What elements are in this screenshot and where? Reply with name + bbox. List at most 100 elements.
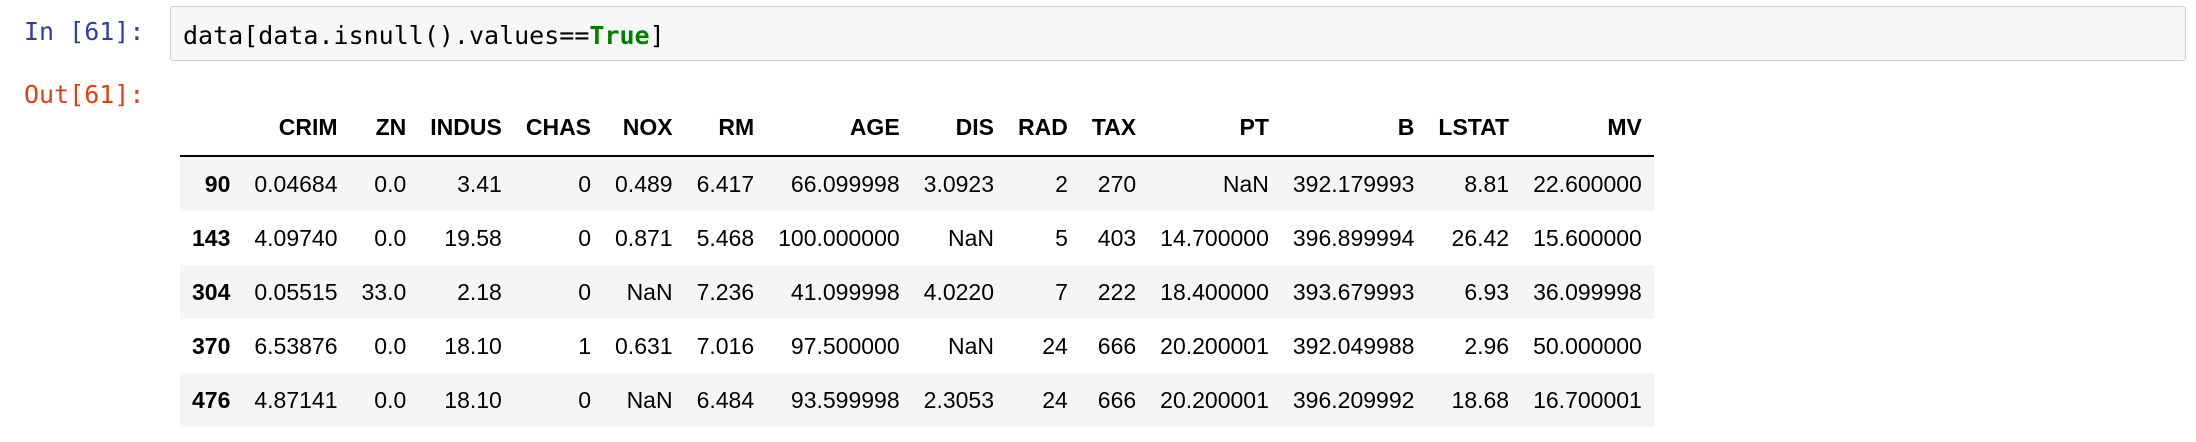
table-cell: 2 bbox=[1055, 170, 1068, 197]
table-cell: 396.209992 bbox=[1292, 386, 1415, 413]
table-cell: 2.18 bbox=[457, 278, 502, 305]
column-header: MV bbox=[1521, 100, 1654, 157]
table-cell: 0.0 bbox=[374, 332, 407, 359]
column-header: B bbox=[1280, 100, 1427, 157]
column-header: RAD bbox=[1006, 100, 1080, 157]
column-header: CHAS bbox=[513, 100, 604, 157]
table-row: 476 4.87141 0.0 18.10 0 NaN 6.484 93.599998 2.30… bbox=[180, 373, 1654, 427]
table-cell: 22.600000 bbox=[1533, 170, 1642, 197]
table-cell: NaN bbox=[1222, 170, 1269, 197]
code-keyword-true: True bbox=[589, 21, 650, 50]
table-cell: 1 bbox=[578, 332, 592, 359]
table-cell: 4.0220 bbox=[923, 278, 995, 305]
table-cell: 396.899994 bbox=[1292, 224, 1415, 251]
table-cell: 222 bbox=[1097, 278, 1137, 305]
table-cell: 36.099998 bbox=[1533, 278, 1642, 305]
table-cell: 66.099998 bbox=[790, 170, 900, 197]
table-cell: 50.000000 bbox=[1533, 332, 1642, 359]
table-cell: 18.68 bbox=[1451, 386, 1510, 413]
table-cell: 0.0 bbox=[374, 170, 407, 197]
table-cell: 392.049988 bbox=[1292, 332, 1415, 359]
table-cell: 33.0 bbox=[361, 278, 407, 305]
table-cell: 6.93 bbox=[1464, 278, 1510, 305]
column-header: PT bbox=[1148, 100, 1281, 157]
table-cell: 18.400000 bbox=[1160, 278, 1269, 305]
table-cell: 15.600000 bbox=[1533, 224, 1642, 251]
table-cell: 6.417 bbox=[696, 170, 755, 197]
table-cell: NaN bbox=[626, 278, 673, 305]
row-index: 304 bbox=[192, 278, 231, 305]
table-cell: NaN bbox=[948, 224, 995, 251]
table-cell: 3.0923 bbox=[923, 170, 995, 197]
output-area: CRIM ZN INDUS CHAS NOX RM AGE DIS RAD TAX PT B LSTAT… bbox=[180, 100, 1654, 427]
table-cell: 19.58 bbox=[444, 224, 502, 251]
table-body: 90 0.04684 0.0 3.41 0 0.489 6.417 66.099998 3.09… bbox=[180, 156, 1654, 427]
table-cell: 0.05515 bbox=[254, 278, 338, 305]
table-cell: 16.700001 bbox=[1533, 386, 1642, 413]
table-cell: 0 bbox=[578, 386, 592, 413]
column-header: CRIM bbox=[242, 100, 350, 157]
column-header: AGE bbox=[766, 100, 912, 157]
output-prompt: Out[61]: bbox=[24, 80, 145, 109]
input-prompt: In [61]: bbox=[24, 17, 145, 46]
table-cell: NaN bbox=[948, 332, 995, 359]
table-cell: 5.468 bbox=[696, 224, 755, 251]
table-cell: 8.81 bbox=[1464, 170, 1510, 197]
code-text: data[data.isnull().values== bbox=[183, 21, 590, 50]
table-cell: 6.53876 bbox=[254, 332, 338, 359]
row-index: 90 bbox=[204, 170, 231, 197]
table-cell: 0.0 bbox=[374, 386, 407, 413]
table-cell: 0 bbox=[578, 278, 592, 305]
table-cell: 7.236 bbox=[696, 278, 755, 305]
table-cell: 7.016 bbox=[696, 332, 755, 359]
column-header: ZN bbox=[349, 100, 419, 157]
header-row: CRIM ZN INDUS CHAS NOX RM AGE DIS RAD TAX PT B LSTAT… bbox=[180, 100, 1654, 157]
table-cell: 0.489 bbox=[615, 170, 673, 197]
table-cell: 14.700000 bbox=[1160, 224, 1269, 251]
table-row: 304 0.05515 33.0 2.18 0 NaN 7.236 41.099998 4.02… bbox=[180, 265, 1654, 319]
code-input-area[interactable]: data[data.isnull().values==True] bbox=[170, 6, 2186, 61]
table-cell: NaN bbox=[626, 386, 673, 413]
table-cell: 0 bbox=[578, 170, 592, 197]
table-row: 90 0.04684 0.0 3.41 0 0.489 6.417 66.099998 3.09… bbox=[180, 156, 1654, 211]
row-index: 370 bbox=[192, 332, 231, 359]
table-header: CRIM ZN INDUS CHAS NOX RM AGE DIS RAD TAX PT B LSTAT… bbox=[180, 100, 1654, 157]
table-cell: 403 bbox=[1097, 224, 1137, 251]
column-header: TAX bbox=[1079, 100, 1149, 157]
column-header: INDUS bbox=[418, 100, 514, 157]
table-cell: 18.10 bbox=[444, 332, 502, 359]
table-cell: 93.599998 bbox=[790, 386, 900, 413]
code-text-suffix: ] bbox=[649, 21, 665, 50]
table-cell: 0.0 bbox=[374, 224, 407, 251]
table-cell: 3.41 bbox=[457, 170, 502, 197]
table-cell: 100.000000 bbox=[778, 224, 900, 251]
table-cell: 392.179993 bbox=[1292, 170, 1415, 197]
table-cell: 2.96 bbox=[1464, 332, 1510, 359]
table-row: 143 4.09740 0.0 19.58 0 0.871 5.468 100.000000 N… bbox=[180, 211, 1654, 265]
table-cell: 24 bbox=[1042, 332, 1068, 359]
table-cell: 20.200001 bbox=[1160, 386, 1269, 413]
dataframe-table: CRIM ZN INDUS CHAS NOX RM AGE DIS RAD TAX PT B LSTAT… bbox=[180, 100, 1654, 427]
table-cell: 2.3053 bbox=[923, 386, 995, 413]
table-cell: 393.679993 bbox=[1292, 278, 1415, 305]
row-index: 143 bbox=[192, 224, 231, 251]
table-cell: 4.09740 bbox=[254, 224, 338, 251]
table-cell: 5 bbox=[1055, 224, 1068, 251]
table-cell: 0.04684 bbox=[254, 170, 338, 197]
table-cell: 18.10 bbox=[444, 386, 502, 413]
column-header: NOX bbox=[603, 100, 685, 157]
table-cell: 0.871 bbox=[615, 224, 673, 251]
table-cell: 24 bbox=[1042, 386, 1068, 413]
table-cell: 270 bbox=[1097, 170, 1137, 197]
column-header: RM bbox=[684, 100, 767, 157]
table-cell: 41.099998 bbox=[790, 278, 900, 305]
table-cell: 4.87141 bbox=[254, 386, 338, 413]
table-cell: 666 bbox=[1097, 332, 1137, 359]
row-index: 476 bbox=[192, 386, 231, 413]
table-cell: 7 bbox=[1055, 278, 1068, 305]
index-header bbox=[180, 100, 243, 157]
table-cell: 6.484 bbox=[696, 386, 755, 413]
table-cell: 26.42 bbox=[1451, 224, 1510, 251]
table-cell: 0.631 bbox=[615, 332, 673, 359]
column-header: LSTAT bbox=[1426, 100, 1522, 157]
